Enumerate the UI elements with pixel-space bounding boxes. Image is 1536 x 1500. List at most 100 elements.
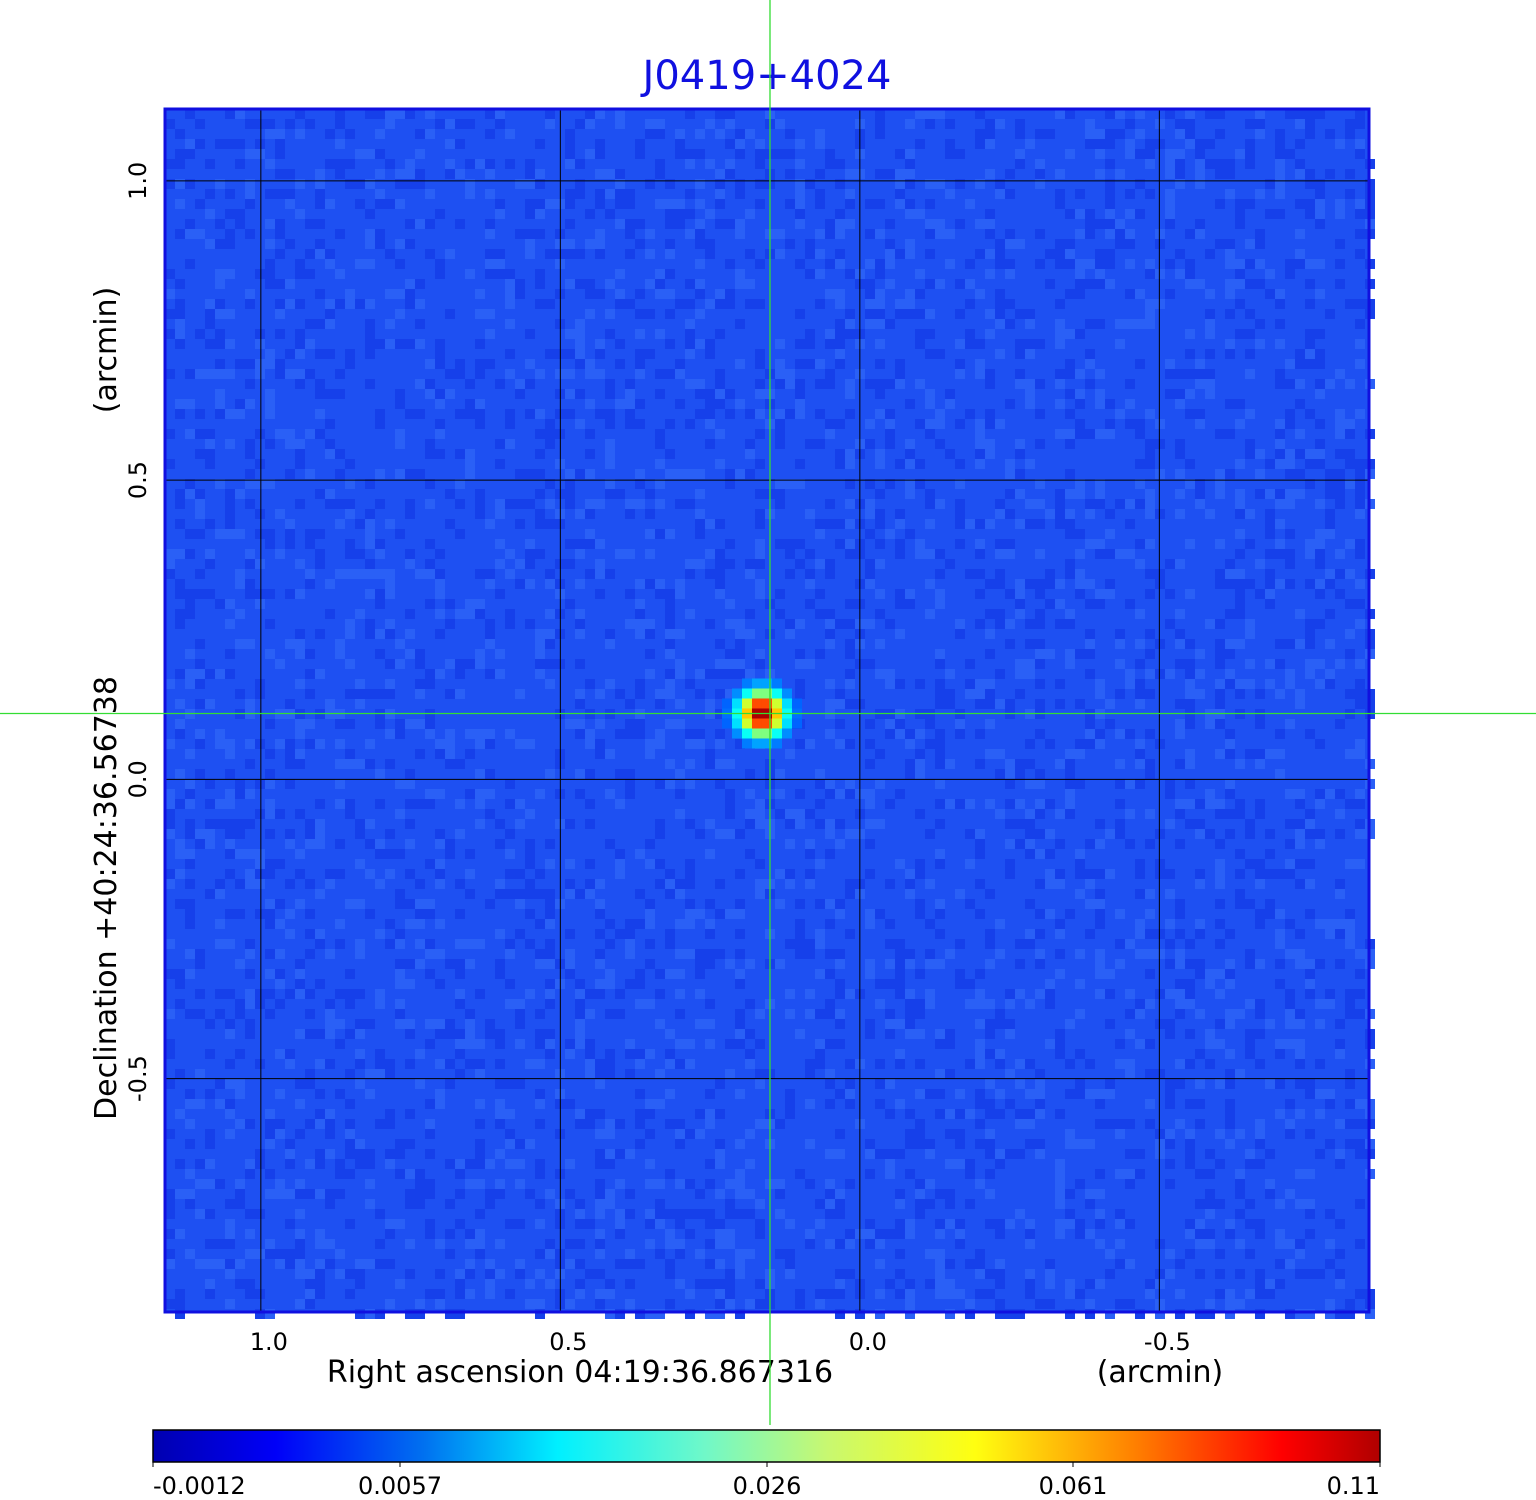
noise-cell [1025, 309, 1035, 319]
noise-cell [485, 1019, 495, 1029]
noise-cell [1345, 649, 1355, 659]
noise-cell [1095, 139, 1105, 149]
noise-cell [255, 589, 265, 599]
noise-cell [1195, 139, 1205, 149]
noise-cell [1145, 909, 1155, 919]
noise-cell [1355, 339, 1365, 349]
noise-cell [1185, 369, 1195, 379]
noise-cell [785, 1269, 795, 1279]
noise-cell [1235, 1269, 1245, 1279]
x-axis-label: Right ascension 04:19:36.867316 [327, 1355, 833, 1390]
noise-cell [595, 1129, 605, 1139]
noise-cell [845, 329, 855, 339]
noise-cell [725, 289, 735, 299]
noise-cell [835, 1189, 845, 1199]
noise-cell [1325, 989, 1335, 999]
noise-cell [1245, 199, 1255, 209]
noise-cell [1105, 109, 1115, 119]
noise-cell [675, 1249, 685, 1259]
noise-cell [725, 1069, 735, 1079]
noise-cell [815, 799, 825, 809]
noise-cell [875, 269, 885, 279]
noise-cell [455, 1039, 465, 1049]
noise-cell [895, 1189, 905, 1199]
noise-cell [755, 579, 765, 589]
noise-cell [465, 399, 475, 409]
noise-cell [315, 239, 325, 249]
noise-cell [325, 249, 335, 259]
noise-cell [1185, 589, 1195, 599]
noise-cell [485, 579, 495, 589]
noise-cell [575, 1239, 585, 1249]
noise-cell [995, 299, 1005, 309]
noise-cell [185, 859, 195, 869]
noise-cell [195, 1259, 205, 1269]
noise-cell [405, 1029, 415, 1039]
noise-cell [375, 339, 385, 349]
noise-cell [1155, 1149, 1165, 1159]
noise-cell [1085, 1299, 1095, 1309]
noise-cell [225, 1199, 235, 1209]
noise-cell [385, 849, 395, 859]
noise-cell [795, 689, 805, 699]
noise-cell [1035, 959, 1045, 969]
noise-cell [1175, 1309, 1185, 1319]
noise-cell [495, 1269, 505, 1279]
noise-cell [595, 169, 605, 179]
noise-cell [925, 579, 935, 589]
noise-cell [1235, 219, 1245, 229]
noise-cell [335, 269, 345, 279]
noise-cell [1275, 459, 1285, 469]
noise-cell [225, 939, 235, 949]
noise-cell [465, 159, 475, 169]
noise-cell [795, 459, 805, 469]
noise-cell [535, 229, 545, 239]
noise-cell [1305, 279, 1315, 289]
noise-cell [1325, 309, 1335, 319]
noise-cell [465, 749, 475, 759]
noise-cell [1295, 169, 1305, 179]
noise-cell [235, 489, 245, 499]
noise-cell [1145, 539, 1155, 549]
noise-cell [665, 289, 675, 299]
noise-cell [815, 1039, 825, 1049]
noise-cell [1065, 389, 1075, 399]
noise-cell [1265, 1179, 1275, 1189]
noise-cell [1235, 759, 1245, 769]
noise-cell [1185, 779, 1195, 789]
source-pixel [791, 698, 802, 709]
noise-cell [255, 909, 265, 919]
noise-cell [605, 189, 615, 199]
noise-cell [185, 669, 195, 679]
noise-cell [835, 1209, 845, 1219]
noise-cell [645, 739, 655, 749]
noise-cell [1285, 1129, 1295, 1139]
noise-cell [645, 229, 655, 239]
noise-cell [815, 189, 825, 199]
noise-cell [1325, 789, 1335, 799]
noise-cell [1295, 259, 1305, 269]
noise-cell [645, 129, 655, 139]
noise-cell [1175, 439, 1185, 449]
noise-cell [1215, 469, 1225, 479]
noise-cell [665, 269, 675, 279]
noise-cell [315, 889, 325, 899]
noise-cell [435, 669, 445, 679]
noise-cell [535, 1169, 545, 1179]
noise-cell [505, 609, 515, 619]
noise-cell [1125, 839, 1135, 849]
noise-cell [1135, 929, 1145, 939]
noise-cell [695, 229, 705, 239]
noise-cell [305, 1279, 315, 1289]
noise-cell [355, 1149, 365, 1159]
noise-cell [905, 869, 915, 879]
noise-cell [195, 199, 205, 209]
noise-cell [985, 369, 995, 379]
noise-cell [1095, 1239, 1105, 1249]
noise-cell [915, 419, 925, 429]
noise-cell [845, 189, 855, 199]
noise-cell [215, 669, 225, 679]
noise-cell [1055, 329, 1065, 339]
noise-cell [1065, 559, 1075, 569]
noise-cell [355, 829, 365, 839]
